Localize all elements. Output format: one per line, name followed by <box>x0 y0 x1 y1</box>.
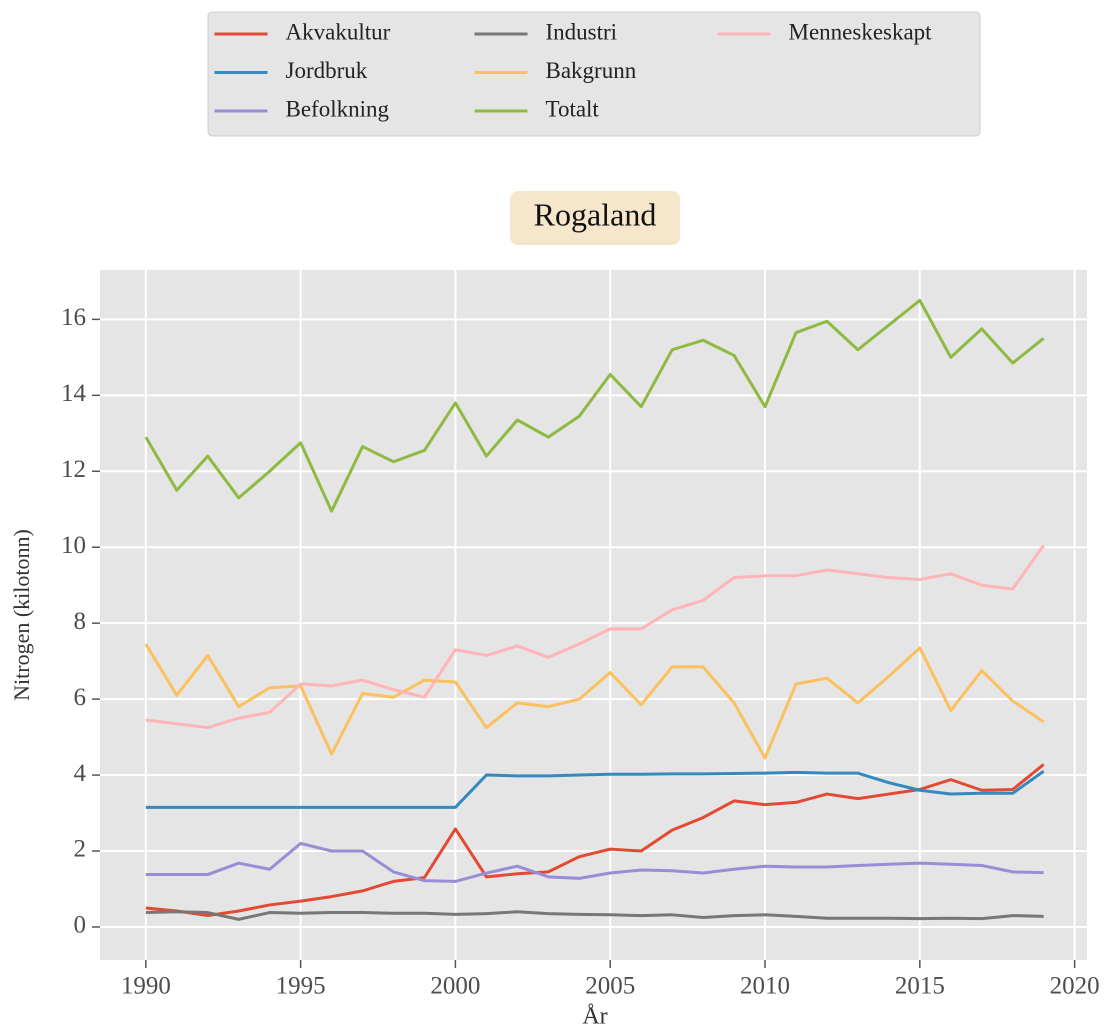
legend-label: Befolkning <box>286 96 390 121</box>
series-line <box>144 298 1045 513</box>
series-line <box>145 910 1044 921</box>
y-tick-label: 14 <box>61 380 87 407</box>
y-tick-label: 2 <box>74 836 87 863</box>
legend-label: Menneskeskapt <box>789 19 933 44</box>
legend-label: Industri <box>546 19 618 44</box>
x-axis-label: År <box>582 1004 607 1030</box>
plot-area <box>100 270 1087 960</box>
y-tick-label: 10 <box>61 532 86 559</box>
y-tick-label: 8 <box>74 608 87 635</box>
x-tick-label: 2000 <box>430 973 480 1000</box>
y-tick-label: 4 <box>74 760 87 787</box>
legend-label: Totalt <box>546 96 600 121</box>
x-tick-label: 1990 <box>121 973 171 1000</box>
legend-label: Jordbruk <box>286 58 368 83</box>
legend-box <box>207 11 981 137</box>
y-axis-label: Nitrogen (kilotonn) <box>9 529 34 701</box>
legend-label: Akvakultur <box>286 19 391 44</box>
y-tick-label: 16 <box>61 304 86 331</box>
chart-title: Rogaland <box>534 196 657 232</box>
series-line <box>145 763 1045 918</box>
series-line <box>145 770 1045 809</box>
title-box <box>510 191 680 245</box>
y-tick-label: 6 <box>74 684 87 711</box>
x-tick-label: 1995 <box>276 973 326 1000</box>
x-tick-label: 2015 <box>895 973 945 1000</box>
legend-label: Bakgrunn <box>546 58 637 83</box>
series-line <box>145 544 1045 730</box>
y-tick-label: 12 <box>61 456 86 483</box>
x-tick-label: 2020 <box>1050 973 1100 1000</box>
series-line <box>145 841 1044 883</box>
x-tick-label: 2005 <box>585 973 635 1000</box>
series-line <box>144 643 1045 760</box>
y-tick-label: 0 <box>74 912 87 939</box>
x-tick-label: 2010 <box>740 973 790 1000</box>
